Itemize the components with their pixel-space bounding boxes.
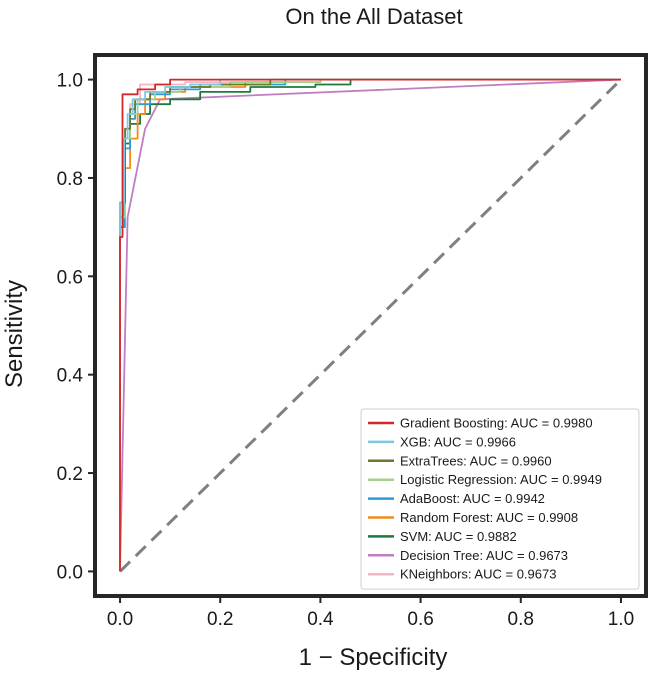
x-axis-label: 1 − Specificity [299,644,448,671]
plot-frame [93,53,648,598]
legend-label-0: Gradient Boosting: AUC = 0.9980 [400,416,593,431]
legend-label-8: KNeighbors: AUC = 0.9673 [400,567,556,582]
x-tick-label: 0.8 [508,609,534,630]
legend-label-7: Decision Tree: AUC = 0.9673 [400,548,568,563]
y-tick-label: 0.0 [57,562,83,583]
roc-curve-7 [119,78,622,572]
roc-curve-2 [119,78,621,572]
y-tick-label: 1.0 [57,71,83,92]
chart-title: On the All Dataset [285,4,462,29]
x-tick-label: 0.0 [107,609,133,630]
legend-label-4: AdaBoost: AUC = 0.9942 [400,491,545,506]
axes: 0.0 0.2 0.4 0.6 0.8 1.0 0.0 0.2 0.4 0.6 0.8 1.0 [57,53,648,630]
y-tick-label: 0.2 [57,464,83,485]
legend-label-3: Logistic Regression: AUC = 0.9949 [400,472,602,487]
roc-curve-0 [119,78,621,572]
roc-curve-1 [119,78,621,572]
legend-label-5: Random Forest: AUC = 0.9908 [400,510,578,525]
x-tick-label: 0.4 [307,609,334,630]
x-tick-label: 1.0 [608,609,634,630]
legend-box [360,408,640,590]
legend-label-2: ExtraTrees: AUC = 0.9960 [400,453,552,468]
legend: Gradient Boosting: AUC = 0.9980 XGB: AUC … [360,408,640,590]
y-tick-label: 0.4 [57,366,84,387]
legend-label-6: SVM: AUC = 0.9882 [400,529,517,544]
legend-label-1: XGB: AUC = 0.9966 [400,434,516,449]
x-tick-label: 0.2 [207,609,233,630]
y-axis-label: Sensitivity [1,280,28,388]
plot-area [118,78,623,573]
y-tick-label: 0.6 [57,267,83,288]
roc-curve-6 [119,78,621,572]
chance-diagonal-line [118,78,623,573]
y-tick-label: 0.8 [57,169,83,190]
x-tick-label: 0.6 [407,609,433,630]
